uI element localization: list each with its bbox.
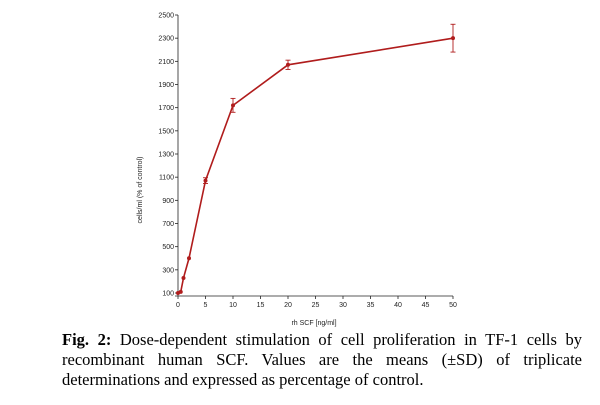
line-chart: 1003005007009001100130015001700190021002… [137, 13, 457, 328]
caption-label: Fig. 2: [62, 330, 112, 349]
x-axis: 0 5 10 15 20 25 30 35 40 45 50 [175, 295, 457, 309]
data-point [231, 103, 235, 108]
x-tick-label: 5 [204, 302, 208, 309]
y-tick-label: 900 [162, 198, 174, 205]
x-tick-label: 30 [339, 302, 347, 309]
y-tick-label: 1700 [158, 105, 174, 112]
x-tick-label: 10 [229, 302, 237, 309]
y-axis-title: cells/ml (% of control) [137, 157, 144, 224]
data-point [187, 256, 191, 261]
x-tick-label: 35 [367, 302, 375, 309]
y-tick-label: 500 [162, 244, 174, 251]
y-tick-label: 1500 [158, 128, 174, 135]
figure-caption: Fig. 2: Dose-dependent stimulation of ce… [62, 330, 582, 390]
x-tick-label: 0 [176, 302, 180, 309]
y-tick-label: 2300 [158, 36, 174, 43]
y-tick-label: 700 [162, 221, 174, 228]
x-tick-label: 40 [394, 302, 402, 309]
data-point [181, 275, 186, 280]
y-tick-label: 2100 [158, 59, 174, 66]
caption-text: Dose-dependent stimulation of cell proli… [62, 330, 582, 389]
x-axis-title: rh SCF [ng/ml] [291, 320, 336, 327]
y-axis: 100 300 500 700 900 1100 1300 1500 1700 1900 2100 2… [158, 13, 179, 298]
y-tick-label: 100 [162, 291, 174, 298]
x-tick-label: 20 [284, 302, 292, 309]
x-tick-label: 15 [257, 302, 265, 309]
data-point [451, 36, 455, 41]
y-tick-label: 1900 [158, 82, 174, 89]
series-line [177, 37, 454, 294]
plot-area [176, 23, 456, 295]
x-tick-label: 25 [312, 302, 320, 309]
data-point [178, 289, 183, 294]
y-tick-label: 300 [162, 267, 174, 274]
y-tick-label: 1300 [158, 152, 174, 159]
x-tick-label: 50 [449, 302, 457, 309]
data-point [203, 178, 208, 183]
x-tick-label: 45 [422, 302, 430, 309]
y-tick-label: 2500 [158, 13, 174, 20]
data-point [286, 62, 290, 67]
y-tick-label: 1100 [159, 175, 174, 182]
